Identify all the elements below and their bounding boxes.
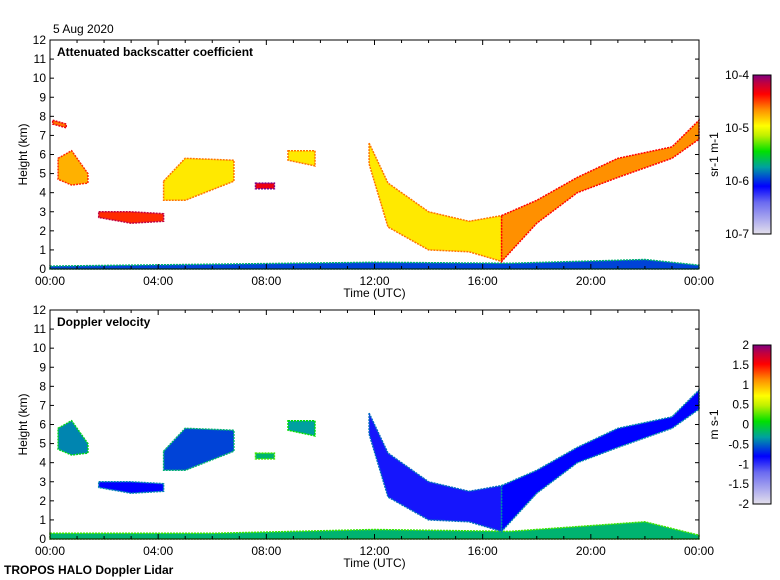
colorbar-tick-label: 1.5	[732, 358, 749, 372]
y-tick-label: 6	[39, 148, 46, 162]
x-axis-label: Time (UTC)	[343, 286, 405, 300]
colorbar-tick-label: -2	[738, 497, 749, 511]
feature-cloud-5km	[162, 427, 235, 472]
y-tick-label: 11	[34, 52, 47, 66]
x-tick-label: 00:00	[35, 274, 65, 288]
y-tick-label: 12	[33, 303, 47, 317]
colorbar-tick-label: 0	[742, 418, 749, 432]
feature-cloud-small-b	[287, 149, 316, 167]
x-tick-label: 04:00	[143, 274, 173, 288]
y-tick-label: 3	[39, 205, 46, 219]
x-tick-label: 12:00	[359, 274, 389, 288]
y-tick-label: 9	[39, 90, 46, 104]
colorbar-tick-label: -0.5	[728, 437, 749, 451]
x-tick-label: 04:00	[143, 544, 173, 558]
colorbar	[752, 344, 772, 505]
x-tick-label: 08:00	[251, 544, 281, 558]
feature-descending-cloud	[368, 142, 503, 263]
y-axis-label: Height (km)	[16, 393, 30, 455]
x-tick-label: 08:00	[251, 274, 281, 288]
x-tick-label: 00:00	[684, 274, 714, 288]
feature-rising-cloud	[500, 388, 700, 534]
colorbar-tick-label: 1	[742, 378, 749, 392]
y-tick-label: 9	[39, 360, 46, 374]
feature-cloud-small-a	[254, 182, 276, 190]
y-tick-label: 5	[39, 437, 46, 451]
x-tick-label: 12:00	[359, 544, 389, 558]
y-tick-label: 0	[39, 532, 46, 546]
x-tick-label: 00:00	[35, 544, 65, 558]
feature-cloud-layer-3km	[97, 481, 165, 494]
y-tick-label: 8	[39, 379, 46, 393]
colorbar-label: m s-1	[707, 409, 721, 439]
colorbar-label: sr-1 m-1	[707, 132, 721, 177]
y-tick-label: 5	[39, 167, 46, 181]
x-tick-label: 20:00	[576, 544, 606, 558]
colorbar-tick-label: 10-7	[725, 227, 749, 241]
colorbar-tick-label: 10-6	[725, 174, 749, 188]
y-tick-label: 7	[39, 128, 46, 142]
y-tick-label: 7	[39, 398, 46, 412]
feature-cloud-small-a	[254, 452, 276, 460]
y-tick-label: 6	[39, 418, 46, 432]
colorbar-tick-label: 10-4	[725, 68, 749, 82]
x-tick-label: 16:00	[468, 544, 498, 558]
feature-cloud-layer-3km	[97, 211, 165, 224]
colorbar-tick-label: -1	[738, 457, 749, 471]
footer-label: TROPOS HALO Doppler Lidar	[4, 563, 174, 577]
y-tick-label: 1	[39, 513, 46, 527]
y-tick-label: 10	[33, 341, 47, 355]
date-label: 5 Aug 2020	[53, 22, 114, 36]
feature-cloud-5km	[162, 157, 235, 202]
feature-cloud-small-b	[287, 419, 316, 437]
colorbar-tick-label: 2	[742, 338, 749, 352]
panel-title: Doppler velocity	[57, 315, 151, 329]
y-tick-label: 0	[39, 262, 46, 276]
y-tick-label: 4	[39, 186, 46, 200]
y-tick-label: 4	[39, 456, 46, 470]
x-axis-label: Time (UTC)	[343, 556, 405, 570]
y-tick-label: 2	[39, 224, 46, 238]
y-tick-label: 10	[33, 71, 47, 85]
y-tick-label: 11	[34, 322, 47, 336]
y-axis-label: Height (km)	[16, 123, 30, 185]
colorbar	[752, 74, 772, 235]
feature-cloud-early-high	[51, 119, 67, 129]
feature-cloud-early	[57, 149, 89, 186]
x-tick-label: 16:00	[468, 274, 498, 288]
feature-rising-cloud	[500, 118, 700, 264]
y-tick-label: 1	[39, 243, 46, 257]
y-tick-label: 3	[39, 475, 46, 489]
feature-descending-cloud	[368, 412, 503, 533]
feature-cloud-early	[57, 419, 89, 456]
panel-title: Attenuated backscatter coefficient	[57, 45, 253, 59]
y-tick-label: 8	[39, 109, 46, 123]
y-tick-label: 2	[39, 494, 46, 508]
colorbar-tick-label: 0.5	[732, 398, 749, 412]
colorbar-tick-label: 10-5	[725, 121, 749, 135]
x-tick-label: 00:00	[684, 544, 714, 558]
y-tick-label: 12	[33, 33, 47, 47]
colorbar-tick-label: -1.5	[728, 477, 749, 491]
x-tick-label: 20:00	[576, 274, 606, 288]
